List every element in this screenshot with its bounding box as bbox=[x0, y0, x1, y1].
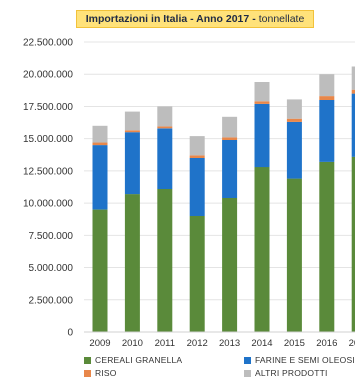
bar-segment bbox=[157, 106, 173, 127]
x-tick-label: 2011 bbox=[155, 338, 175, 349]
x-tick-label: 2015 bbox=[284, 338, 305, 349]
bar-segment bbox=[124, 111, 140, 131]
legend-label: ALTRI PRODOTTI bbox=[255, 368, 328, 378]
bar-segment bbox=[351, 156, 355, 332]
bar-segment bbox=[351, 66, 355, 90]
bar-segment bbox=[254, 103, 270, 168]
bar-segment bbox=[319, 74, 335, 97]
chart-title-separator: - bbox=[252, 13, 256, 25]
bar-segment bbox=[222, 137, 238, 140]
legend-swatch bbox=[84, 356, 91, 364]
legend-swatch bbox=[84, 369, 91, 377]
bar-segment bbox=[254, 167, 270, 332]
y-tick-label: 5.000.000 bbox=[29, 263, 74, 274]
legend-swatch bbox=[244, 356, 251, 364]
bar-segment bbox=[92, 142, 108, 146]
y-tick-label: 15.000.000 bbox=[23, 134, 73, 145]
legend-item: CEREALI GRANELLA bbox=[84, 355, 182, 365]
bar-segment bbox=[319, 96, 335, 100]
y-tick-label: 22.500.000 bbox=[23, 38, 73, 49]
bar-segment bbox=[286, 178, 302, 332]
x-tick-label: 2017 bbox=[349, 338, 355, 349]
grid-layer bbox=[84, 41, 355, 301]
y-tick-label: 20.000.000 bbox=[23, 70, 73, 81]
y-tick-label: 7.500.000 bbox=[29, 231, 74, 242]
bar-segment bbox=[157, 128, 173, 189]
bar-segment bbox=[124, 194, 140, 332]
bar-segment bbox=[222, 198, 238, 332]
x-tick-label: 2013 bbox=[219, 338, 240, 349]
bar-layer bbox=[92, 66, 355, 332]
bar-segment bbox=[124, 130, 140, 133]
legend-swatch bbox=[244, 369, 251, 377]
chart-title-unit: tonnellate bbox=[258, 13, 305, 25]
bar-segment bbox=[157, 188, 173, 332]
legend-label: RISO bbox=[95, 368, 117, 378]
bar-segment bbox=[222, 140, 238, 198]
chart-plot: 0 2.500.000 5.000.000 7.500.000 10.000.000 12… bbox=[23, 38, 355, 349]
y-tick-label: 17.500.000 bbox=[23, 102, 73, 113]
chart-title: Importazioni in Italia - Anno 2017 bbox=[85, 13, 250, 25]
x-tick-label: 2014 bbox=[251, 338, 272, 349]
bar-segment bbox=[254, 101, 270, 104]
bar-segment bbox=[189, 136, 205, 156]
bar-segment bbox=[189, 155, 205, 158]
legend-label: CEREALI GRANELLA bbox=[95, 355, 183, 365]
bar-segment bbox=[319, 161, 335, 332]
y-tick-label: 10.000.000 bbox=[23, 199, 73, 210]
x-tick-label: 2012 bbox=[187, 338, 208, 349]
y-tick-label: 0 bbox=[67, 328, 73, 339]
bar-segment bbox=[254, 82, 270, 102]
bar-segment bbox=[286, 118, 302, 122]
legend-item: ALTRI PRODOTTI bbox=[244, 368, 328, 378]
bar-segment bbox=[124, 132, 140, 195]
bar-segment bbox=[351, 89, 355, 94]
x-tick-label: 2009 bbox=[89, 338, 110, 349]
bar-segment bbox=[222, 116, 238, 138]
bar-segment bbox=[351, 93, 355, 157]
bar-segment bbox=[286, 121, 302, 179]
bar-segment bbox=[189, 216, 205, 332]
y-axis-ticks: 0 2.500.000 5.000.000 7.500.000 10.000.000 12… bbox=[23, 38, 74, 339]
x-axis-ticks: 2009 2010 2011 2012 2013 2014 2015 2016 2017 bbox=[89, 338, 355, 349]
bar-segment bbox=[189, 158, 205, 216]
legend-item: FARINE E SEMI OLEOSI bbox=[244, 355, 355, 365]
legend-item: RISO bbox=[84, 368, 117, 378]
bar-segment bbox=[92, 125, 108, 143]
bar-segment bbox=[92, 209, 108, 332]
bar-segment bbox=[319, 100, 335, 162]
chart-legend: CEREALI GRANELLA FARINE E SEMI OLEOSI RISO… bbox=[84, 352, 355, 378]
x-tick-label: 2016 bbox=[316, 338, 337, 349]
y-tick-label: 12.500.000 bbox=[23, 166, 73, 177]
y-tick-label: 2.500.000 bbox=[29, 295, 74, 306]
x-tick-label: 2010 bbox=[122, 338, 143, 349]
bar-segment bbox=[286, 99, 302, 119]
legend-label: FARINE E SEMI OLEOSI bbox=[255, 355, 355, 365]
bar-segment bbox=[92, 145, 108, 210]
bar-segment bbox=[157, 126, 173, 129]
chart-title-box: Importazioni in Italia - Anno 2017 - ton… bbox=[76, 10, 314, 28]
